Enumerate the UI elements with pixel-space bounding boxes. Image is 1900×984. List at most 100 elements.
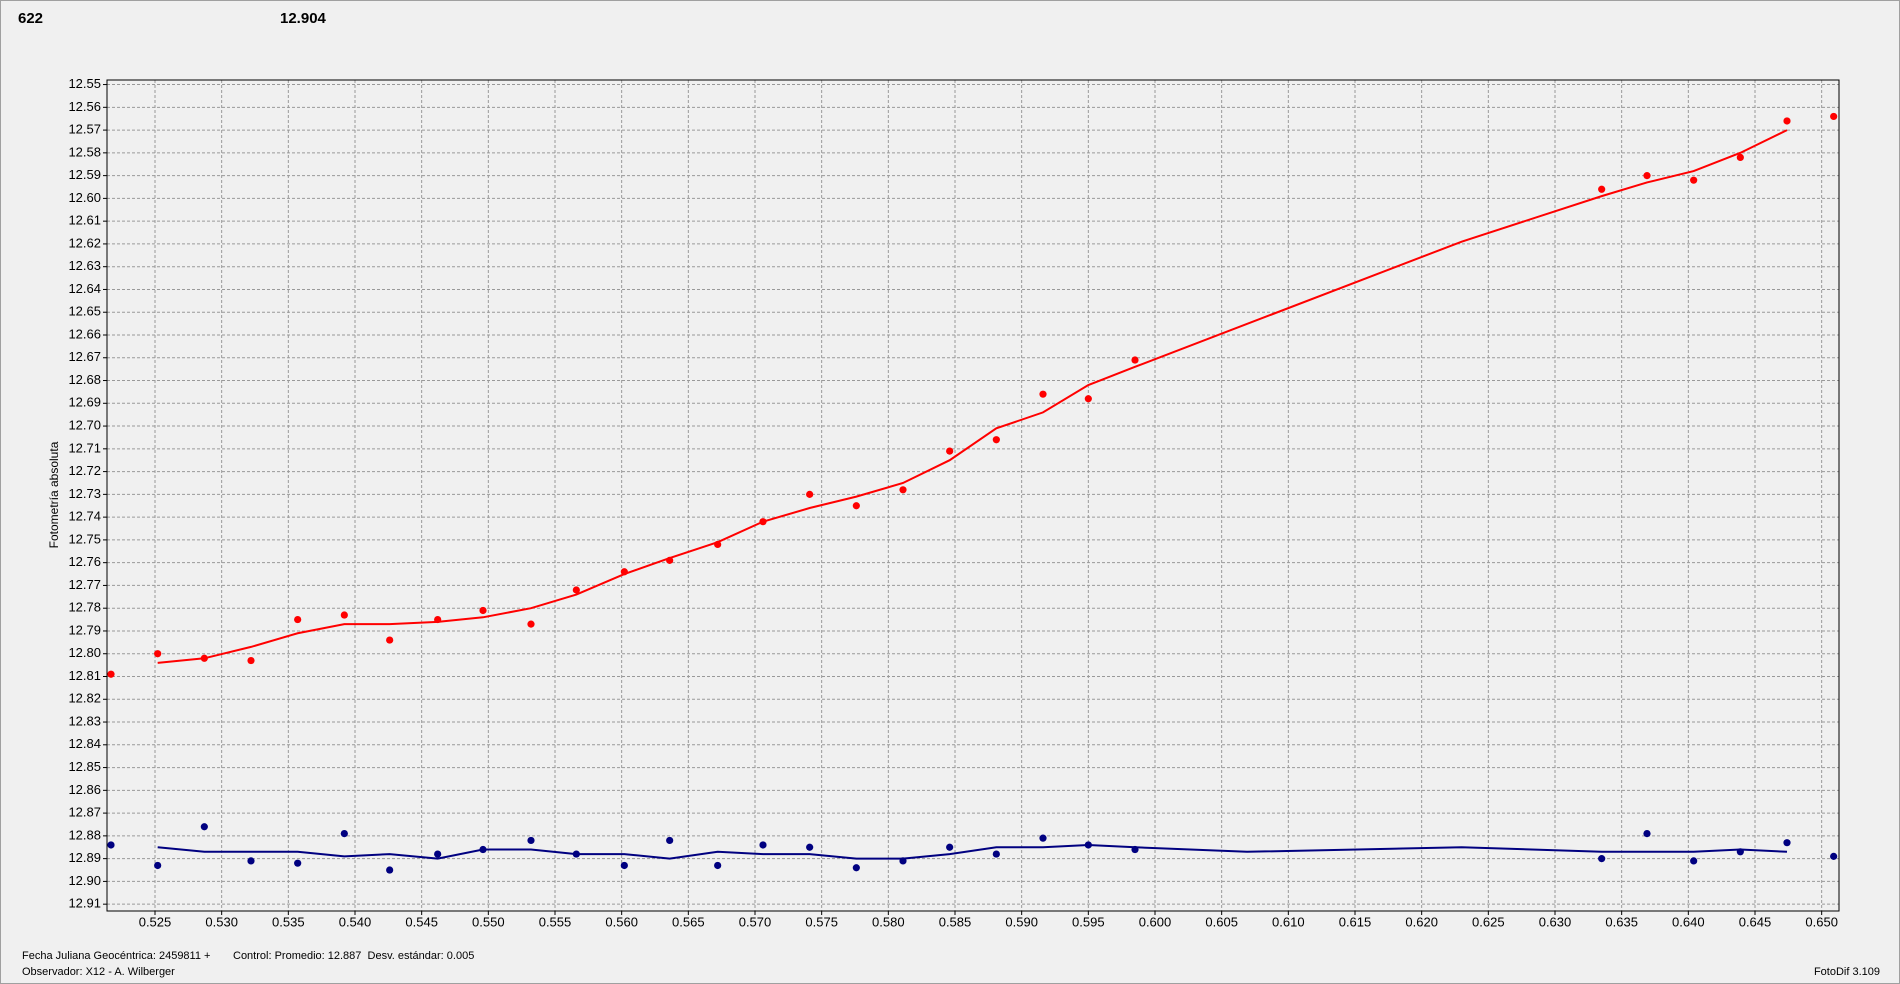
y-tick-label: 12.71 (68, 440, 101, 455)
data-point (107, 841, 115, 849)
x-tick-label: 0.545 (405, 914, 438, 929)
data-point (1131, 356, 1139, 364)
data-point (806, 490, 814, 498)
y-tick-label: 12.88 (68, 827, 101, 842)
data-point (1643, 172, 1651, 180)
data-point (1783, 117, 1791, 125)
footer-control: Control: Promedio: 12.887 Desv. estándar… (233, 950, 474, 962)
data-point (946, 447, 954, 455)
x-tick-label: 0.550 (472, 914, 505, 929)
data-point (899, 486, 907, 494)
x-tick-label: 0.625 (1472, 914, 1505, 929)
readout-right: 12.904 (280, 10, 327, 27)
x-tick-label: 0.650 (1805, 914, 1838, 929)
data-point (1039, 834, 1047, 842)
x-tick-label: 0.585 (939, 914, 972, 929)
data-point (806, 843, 814, 851)
y-tick-label: 12.87 (68, 805, 101, 820)
y-tick-label: 12.86 (68, 782, 101, 797)
y-tick-label: 12.78 (68, 600, 101, 615)
x-tick-label: 0.635 (1605, 914, 1638, 929)
data-point (247, 656, 255, 665)
y-tick-label: 12.76 (68, 554, 101, 569)
y-tick-label: 12.72 (68, 463, 101, 478)
y-tick-label: 12.82 (68, 691, 101, 706)
data-point (386, 636, 394, 644)
y-tick-label: 12.81 (68, 668, 101, 683)
x-tick-label: 0.595 (1072, 914, 1105, 929)
data-point (946, 843, 954, 851)
y-tick-label: 12.68 (68, 372, 101, 387)
y-tick-label: 12.63 (68, 258, 101, 273)
data-point (1783, 839, 1791, 847)
footer-date: Fecha Juliana Geocéntrica: 2459811 + (22, 950, 210, 962)
x-tick-label: 0.535 (272, 914, 305, 929)
y-tick-label: 12.60 (68, 190, 101, 205)
data-point (1598, 185, 1606, 193)
x-tick-label: 0.620 (1405, 914, 1438, 929)
x-tick-label: 0.525 (139, 914, 172, 929)
data-point (620, 861, 628, 870)
data-point (340, 611, 348, 619)
data-point (527, 836, 535, 845)
data-point (1690, 857, 1698, 865)
y-tick-label: 12.62 (68, 235, 101, 250)
x-tick-label: 0.565 (672, 914, 705, 929)
y-tick-label: 12.65 (68, 304, 101, 319)
data-point (572, 586, 580, 594)
y-tick-label: 12.74 (68, 509, 101, 524)
x-tick-label: 0.580 (872, 914, 905, 929)
x-tick-label: 0.530 (205, 914, 238, 929)
x-tick-label: 0.630 (1539, 914, 1572, 929)
x-tick-label: 0.600 (1139, 914, 1172, 929)
data-point (527, 620, 535, 628)
footer-version: FotoDif 3.109 (1814, 966, 1880, 978)
data-point (154, 650, 162, 658)
data-point (992, 436, 1000, 444)
data-point (434, 850, 442, 858)
y-tick-label: 12.55 (68, 76, 101, 91)
data-point (1830, 852, 1838, 860)
y-tick-label: 12.80 (68, 645, 101, 660)
data-point (992, 850, 1000, 858)
data-point (294, 615, 302, 624)
x-tick-label: 0.610 (1272, 914, 1305, 929)
y-tick-label: 12.70 (68, 417, 101, 432)
x-tick-label: 0.640 (1672, 914, 1705, 929)
data-point (1643, 829, 1651, 838)
y-tick-label: 12.66 (68, 326, 101, 341)
x-tick-label: 0.575 (805, 914, 838, 929)
y-tick-label: 12.79 (68, 622, 101, 637)
y-tick-label: 12.85 (68, 759, 101, 774)
data-point (759, 841, 767, 849)
plot-area (106, 79, 1840, 912)
y-tick-label: 12.75 (68, 531, 101, 546)
x-tick-label: 0.605 (1205, 914, 1238, 929)
trend-line (157, 843, 1788, 860)
y-axis-label: Fotometría absoluta (47, 441, 61, 548)
data-point (200, 823, 208, 831)
x-tick-label: 0.570 (739, 914, 772, 929)
data-point (1690, 176, 1698, 184)
data-point (852, 864, 860, 872)
y-tick-label: 12.59 (68, 167, 101, 182)
y-tick-label: 12.83 (68, 713, 101, 728)
y-tick-label: 12.58 (68, 144, 101, 159)
y-tick-label: 12.64 (68, 281, 101, 296)
y-tick-label: 12.73 (68, 486, 101, 501)
y-tick-label: 12.67 (68, 349, 101, 364)
x-tick-label: 0.615 (1339, 914, 1372, 929)
data-point (1084, 395, 1092, 403)
data-point (1598, 855, 1606, 863)
data-point (1039, 390, 1047, 398)
x-tick-label: 0.560 (605, 914, 638, 929)
data-point (340, 829, 348, 838)
y-tick-label: 12.90 (68, 873, 101, 888)
trend-line (157, 129, 1788, 664)
data-point (479, 606, 487, 615)
x-tick-label: 0.540 (339, 914, 372, 929)
y-tick-label: 12.77 (68, 577, 101, 592)
